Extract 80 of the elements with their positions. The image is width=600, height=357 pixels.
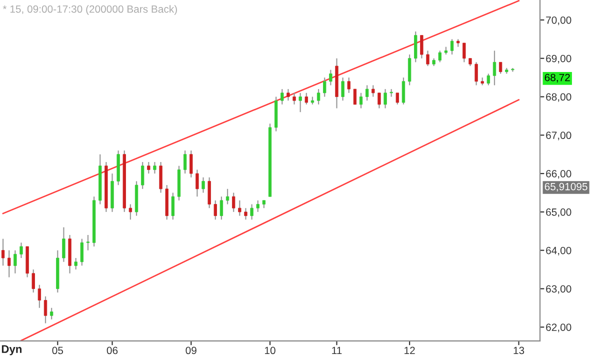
candlestick [341, 77, 344, 102]
candlestick [316, 88, 320, 105]
x-tick-label: 06 [106, 346, 118, 354]
candlestick [32, 268, 35, 294]
candlestick [286, 88, 290, 102]
candlestick [80, 238, 84, 266]
y-tick-label: 66,00 [546, 170, 572, 179]
candlestick [347, 77, 350, 94]
candlestick [128, 204, 132, 220]
candlestick [232, 192, 236, 212]
candlestick [280, 88, 284, 105]
x-tick-label: 10 [265, 346, 276, 354]
candlestick [1, 238, 5, 266]
x-tick-label: 05 [52, 346, 63, 354]
candlestick [359, 92, 363, 109]
candlestick [62, 226, 66, 262]
candlestick [353, 88, 357, 105]
candlestick [396, 92, 399, 105]
x-tick-label: 12 [404, 346, 415, 354]
y-tick-label: 68,00 [546, 93, 572, 102]
candlestick [153, 161, 156, 174]
candlestick [50, 307, 54, 320]
candlestick [244, 208, 248, 220]
candlestick [420, 34, 424, 59]
candlestick [329, 69, 332, 86]
candlestick [147, 161, 150, 174]
candlestick [141, 161, 144, 190]
y-tick-label: 67,00 [546, 132, 572, 140]
candlestick [208, 176, 211, 209]
candlestick [202, 176, 205, 194]
candlestick [171, 192, 174, 220]
candlestick [438, 50, 442, 63]
candlestick [44, 296, 48, 324]
candlestick [486, 73, 490, 86]
candlestick [86, 234, 90, 251]
candlestick [426, 50, 430, 67]
text: 65,91095 [544, 182, 588, 192]
candlestick [378, 92, 381, 109]
chart-title: * 15, 09:00-17:30 (200000 Bars Back) [2, 5, 177, 15]
candlestick [183, 150, 187, 174]
candlestick [190, 150, 193, 178]
candlestick [256, 200, 260, 212]
candlestick [298, 92, 302, 113]
y-tick-label: 70,00 [546, 16, 572, 26]
candlestick [214, 200, 217, 220]
candlestick [250, 204, 254, 220]
candlestick [20, 242, 23, 259]
candlestick [402, 77, 406, 105]
y-tick-label: 69,00 [546, 54, 572, 64]
candlestick [304, 92, 308, 105]
y-tick-label: 62,00 [546, 324, 572, 332]
x-tick-label: 09 [186, 346, 196, 354]
candlestick [220, 196, 224, 220]
candlestick [38, 284, 42, 308]
y-tick-label: 65,00 [546, 208, 572, 218]
candlestick [414, 30, 418, 63]
candlestick [474, 62, 478, 86]
candlestick [498, 62, 502, 74]
x-tick-label: 11 [332, 346, 342, 354]
text: Dyn [2, 345, 22, 356]
candlestick [450, 38, 454, 56]
text: 68,72 [544, 74, 570, 82]
candlestick [159, 161, 162, 194]
x-tick-label: 13 [514, 346, 524, 354]
candlestick [408, 54, 412, 86]
candlestick [74, 257, 78, 270]
candlestick [292, 92, 296, 105]
candlestick [8, 250, 11, 278]
candlestick [238, 200, 242, 216]
y-tick-label: 64,00 [546, 246, 572, 256]
candlestick [366, 84, 369, 102]
candlestick [384, 88, 387, 109]
candlestick [226, 188, 230, 205]
candlestick [14, 250, 17, 274]
y-tick-label: 63,00 [546, 285, 572, 294]
candlestick [372, 84, 375, 98]
candlestick [462, 42, 466, 63]
candlestick [196, 169, 199, 198]
candlestick [492, 50, 496, 86]
candlestick [323, 77, 326, 98]
